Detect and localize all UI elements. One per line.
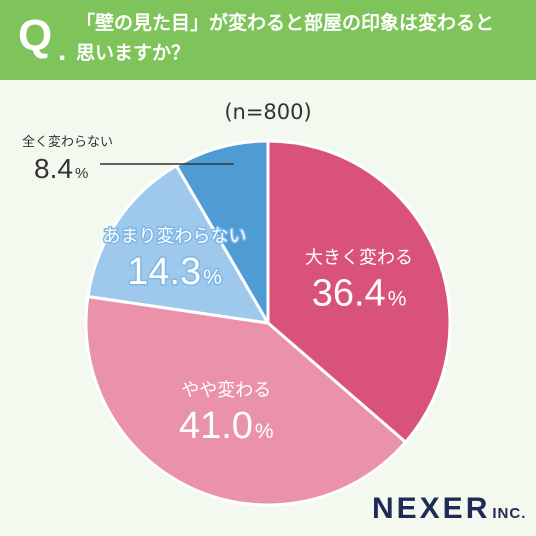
pie-slice-large-change [266,139,452,444]
sample-size-label: (n=800) [224,100,312,124]
pie-slice-some-change [84,295,408,507]
q-mark: Q [18,11,53,60]
slice-category-label: 大きく変わる [305,247,413,268]
slice-category-label: やや変わる [181,380,271,401]
slice-value-label: 41.0% [179,405,274,447]
logo-main: NEXER [372,492,491,525]
slice-value-label: 14.3% [127,251,222,293]
question-text: 「壁の見た目」が変わると部屋の印象は変わると 思いますか？ [76,8,516,68]
question-line-1: 「壁の見た目」が変わると部屋の印象は変わると [76,12,495,34]
slice-value-label: 8.4% [34,153,88,184]
slice-category-label: あまり変わらない [103,226,247,247]
question-header: Q . 「壁の見た目」が変わると部屋の印象は変わると 思いますか？ [0,0,536,80]
question-line-2: 思いますか？ [76,42,191,64]
nexer-logo: NEXER INC. [372,492,526,526]
pie-slice-no-change [174,139,270,325]
q-dot: . [58,34,67,67]
slice-value-label: 36.4% [312,272,407,314]
pie-slice-little-change [86,164,270,325]
slice-category-label: 全く変わらない [22,134,113,150]
logo-sub: INC. [492,505,527,522]
